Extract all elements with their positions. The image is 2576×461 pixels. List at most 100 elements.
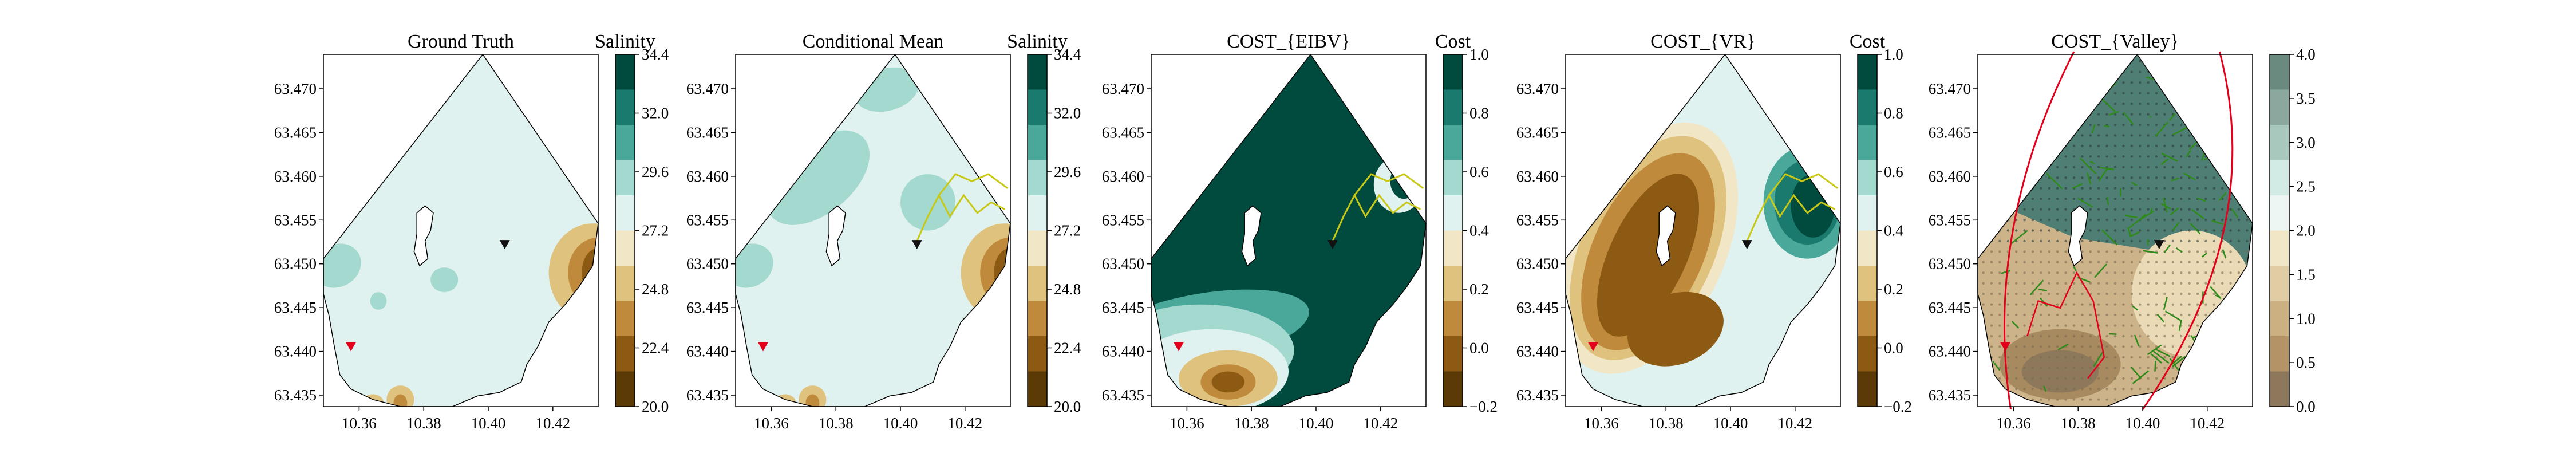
waypoint	[2196, 303, 2199, 305]
waypoint	[2246, 314, 2248, 316]
waypoint	[2163, 81, 2166, 84]
waypoint	[2221, 187, 2223, 190]
waypoint	[2131, 261, 2133, 263]
waypoint	[2131, 388, 2133, 390]
waypoint	[2081, 240, 2083, 242]
waypoint	[2188, 282, 2190, 285]
waypoint	[2114, 250, 2116, 253]
y-tick-label: 63.435	[274, 387, 317, 404]
waypoint	[2221, 399, 2223, 401]
waypoint	[2155, 261, 2158, 263]
waypoint	[2188, 399, 2190, 401]
y-tick-label: 63.440	[1929, 343, 1971, 360]
waypoint	[2089, 377, 2092, 380]
waypoint	[2015, 71, 2017, 73]
waypoint	[2040, 208, 2042, 210]
colorbar-segment	[1858, 301, 1877, 337]
waypoint	[2007, 155, 2009, 157]
waypoint	[2040, 377, 2042, 380]
waypoint	[2172, 335, 2174, 337]
waypoint	[2023, 271, 2025, 274]
waypoint	[2097, 155, 2100, 157]
waypoint	[2040, 198, 2042, 200]
colorbar-tick-label: 0.0	[1884, 340, 1903, 357]
waypoint	[2056, 356, 2059, 358]
waypoint	[2155, 271, 2158, 274]
waypoint	[2105, 261, 2108, 263]
waypoint	[2213, 345, 2215, 348]
waypoint	[2180, 303, 2182, 305]
colorbar-tick-label: 2.5	[2296, 178, 2316, 195]
waypoint	[2221, 377, 2223, 380]
waypoint	[2064, 271, 2067, 274]
waypoint	[2213, 293, 2215, 295]
waypoint	[2155, 335, 2158, 337]
colorbar-segment	[1443, 231, 1463, 266]
colorbar-segment	[1858, 372, 1877, 407]
waypoint	[2246, 250, 2248, 253]
waypoint	[2081, 367, 2083, 369]
waypoint	[2172, 187, 2174, 190]
waypoint	[2131, 229, 2133, 231]
waypoint	[2089, 81, 2092, 84]
colorbar-tick-label: 20.0	[642, 398, 669, 415]
waypoint	[2204, 219, 2207, 221]
waypoint	[2007, 240, 2009, 242]
waypoint	[2122, 345, 2124, 348]
waypoint	[2180, 335, 2182, 337]
waypoint	[2105, 271, 2108, 274]
waypoint	[2032, 282, 2034, 285]
waypoint	[2139, 314, 2141, 316]
waypoint	[2155, 282, 2158, 285]
waypoint	[1990, 113, 1993, 115]
waypoint	[2056, 377, 2059, 380]
waypoint	[2023, 208, 2025, 210]
waypoint	[2188, 367, 2190, 369]
waypoint	[2114, 367, 2116, 369]
waypoint	[2056, 399, 2059, 401]
waypoint	[2213, 81, 2215, 84]
x-tick-label: 10.36	[342, 415, 377, 432]
waypoint	[2229, 293, 2231, 295]
x-tick-label: 10.38	[819, 415, 854, 432]
waypoint	[2188, 229, 2190, 231]
waypoint	[2221, 367, 2223, 369]
colorbar-segment	[2270, 301, 2289, 337]
waypoint	[2155, 176, 2158, 179]
waypoint	[2089, 208, 2092, 210]
river-plume	[362, 394, 384, 412]
waypoint	[2089, 314, 2092, 316]
waypoint	[2081, 134, 2083, 136]
waypoint	[2064, 240, 2067, 242]
waypoint	[2064, 208, 2067, 210]
waypoint	[2015, 166, 2017, 168]
waypoint	[2188, 356, 2190, 358]
waypoint	[2056, 388, 2059, 390]
waypoint	[2180, 187, 2182, 190]
waypoint	[2163, 145, 2166, 147]
y-tick-label: 63.450	[1516, 255, 1559, 273]
waypoint	[2040, 113, 2042, 115]
waypoint	[2204, 208, 2207, 210]
waypoint	[2131, 399, 2133, 401]
waypoint	[2064, 356, 2067, 358]
waypoint	[2015, 113, 2017, 115]
waypoint	[2122, 250, 2124, 253]
waypoint	[2221, 113, 2223, 115]
waypoint	[2196, 155, 2199, 157]
waypoint	[2229, 282, 2231, 285]
waypoint	[2015, 229, 2017, 231]
waypoint	[2188, 388, 2190, 390]
waypoint	[2105, 176, 2108, 179]
waypoint	[2147, 113, 2149, 115]
waypoint	[1990, 303, 1993, 305]
x-tick-label: 10.42	[535, 415, 570, 432]
waypoint	[2180, 92, 2182, 94]
waypoint	[2097, 176, 2100, 179]
waypoint	[2139, 176, 2141, 179]
waypoint	[2188, 92, 2190, 94]
waypoint	[2007, 324, 2009, 326]
waypoint	[2064, 303, 2067, 305]
waypoint	[2097, 345, 2100, 348]
rrt-edge	[2208, 361, 2212, 367]
